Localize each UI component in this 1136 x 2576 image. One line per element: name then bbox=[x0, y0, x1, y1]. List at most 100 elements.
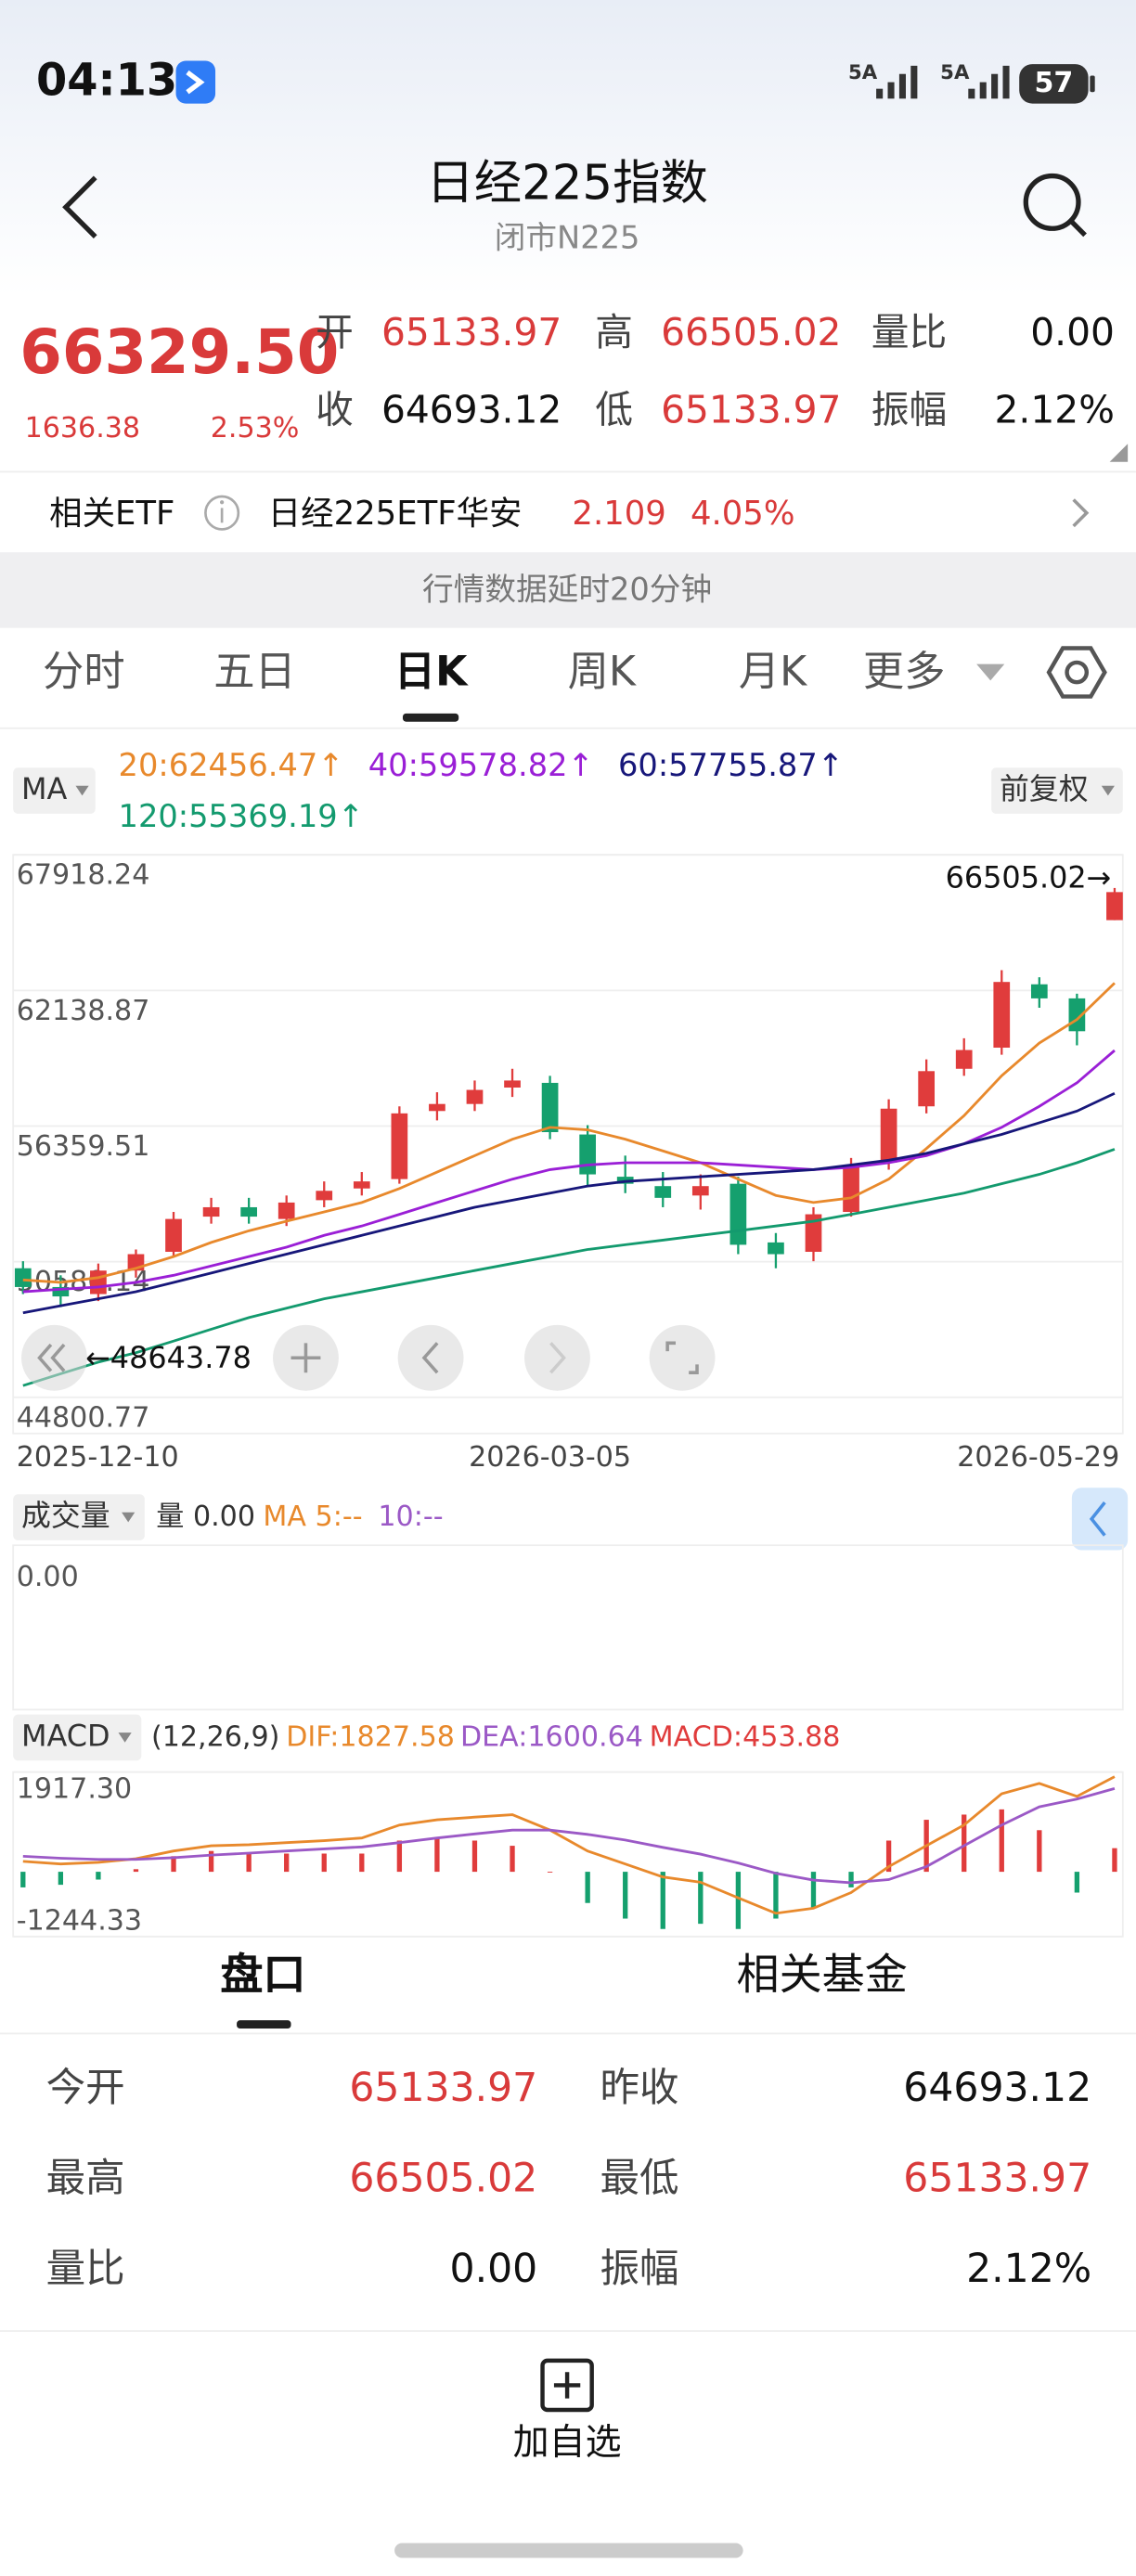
info-icon[interactable] bbox=[204, 495, 240, 531]
volume-legend: 10:-- bbox=[378, 1501, 444, 1534]
volume-selector[interactable] bbox=[13, 1494, 145, 1540]
etf-name[interactable]: 日经225ETF华安 bbox=[267, 493, 523, 533]
y-tick-label: 62138.87 bbox=[17, 995, 150, 1027]
corner-marker bbox=[1109, 444, 1129, 462]
macd-bar bbox=[962, 1814, 967, 1873]
candle-body bbox=[202, 1206, 220, 1217]
candle-body bbox=[729, 1183, 747, 1245]
macd-bar bbox=[321, 1853, 327, 1873]
macd-bar bbox=[133, 1869, 139, 1873]
settings-button[interactable] bbox=[1046, 646, 1107, 699]
notice-band bbox=[0, 552, 1136, 628]
x-tick-label: 2026-03-05 bbox=[469, 1441, 631, 1474]
macd-bar bbox=[20, 1872, 26, 1887]
period-tab[interactable]: 日K bbox=[394, 647, 468, 696]
section-tab[interactable]: 盘口 bbox=[220, 1951, 306, 2002]
macd-bar bbox=[999, 1809, 1004, 1873]
period-tab[interactable]: 更多 bbox=[862, 647, 946, 696]
macd-line bbox=[22, 1787, 1116, 1885]
period-tab[interactable]: 月K bbox=[738, 647, 807, 696]
macd-selector[interactable] bbox=[13, 1714, 142, 1761]
macd-bar bbox=[246, 1853, 252, 1873]
chart-toolbar bbox=[21, 1324, 716, 1391]
side-tab[interactable] bbox=[1071, 1488, 1129, 1551]
candle-body bbox=[805, 1214, 822, 1253]
period-tab[interactable]: 周K bbox=[567, 647, 636, 696]
adjust-arrow bbox=[1101, 785, 1115, 796]
last-price: 66329.50 bbox=[19, 316, 340, 388]
macd-bar bbox=[885, 1840, 892, 1873]
macd-bar bbox=[848, 1872, 854, 1887]
period-tab[interactable]: 五日 bbox=[213, 647, 296, 696]
ma-selector-label[interactable]: MA bbox=[21, 772, 68, 808]
clock: 04:13 bbox=[35, 55, 178, 107]
candle-body bbox=[541, 1082, 559, 1133]
page-title: 日经225指数 bbox=[426, 153, 708, 211]
tab-underline bbox=[402, 713, 459, 722]
quote-label: 低 bbox=[595, 390, 633, 433]
candle-body bbox=[240, 1206, 257, 1217]
candle-body bbox=[391, 1113, 408, 1179]
candle-body bbox=[90, 1270, 107, 1294]
quote-value: 64693.12 bbox=[381, 390, 562, 433]
period-tab[interactable]: 分时 bbox=[43, 647, 125, 696]
ma-legend: 40:59578.82↑ bbox=[368, 747, 594, 784]
prev-button[interactable] bbox=[397, 1324, 464, 1391]
add-watch-icon[interactable] bbox=[540, 2358, 594, 2413]
x-tick-label: 2026-05-29 bbox=[957, 1441, 1119, 1474]
back-button[interactable] bbox=[62, 175, 97, 238]
macd-bar bbox=[96, 1872, 101, 1880]
home-indicator bbox=[394, 2543, 743, 2558]
price-change-pct: 2.53% bbox=[210, 412, 300, 445]
macd-legend: DEA:1600.64 bbox=[459, 1720, 643, 1754]
ma-line bbox=[22, 982, 1116, 1284]
adjust-selector[interactable] bbox=[991, 767, 1123, 814]
ma-selector[interactable] bbox=[13, 767, 96, 814]
macd-bar bbox=[547, 1872, 553, 1873]
next-button[interactable] bbox=[524, 1324, 590, 1391]
section-tab[interactable]: 相关基金 bbox=[736, 1951, 908, 2002]
add-watch-label[interactable]: 加自选 bbox=[512, 2422, 622, 2465]
ma-line bbox=[22, 1148, 1116, 1387]
signal-label: 5A bbox=[847, 60, 878, 84]
quote-value: 65133.97 bbox=[661, 390, 842, 433]
macd-bar bbox=[1037, 1830, 1042, 1873]
macd-arrow bbox=[118, 1732, 132, 1743]
macd-bar bbox=[735, 1872, 742, 1929]
page-subtitle: 闭市N225 bbox=[494, 219, 640, 256]
candle-body bbox=[14, 1268, 32, 1287]
quote-label: 量比 bbox=[871, 312, 948, 355]
ma-legend: 120:55369.19↑ bbox=[118, 798, 364, 835]
max-annotation: 66505.02→ bbox=[946, 860, 1112, 895]
macd-bar bbox=[1074, 1872, 1080, 1893]
candle-body bbox=[429, 1103, 445, 1112]
quote-label: 振幅 bbox=[871, 390, 948, 433]
side-tab-chevron bbox=[1089, 1501, 1106, 1537]
candle-body bbox=[918, 1071, 936, 1107]
macd-bar bbox=[510, 1846, 515, 1873]
candle-body bbox=[843, 1165, 859, 1213]
fullscreen-button[interactable] bbox=[649, 1324, 716, 1391]
macd-selector-label[interactable]: MACD bbox=[21, 1719, 110, 1755]
table-label: 今开 bbox=[45, 2064, 125, 2110]
y-tick-label: 44800.77 bbox=[17, 1401, 150, 1434]
quote-value: 65133.97 bbox=[381, 312, 562, 355]
candle-body bbox=[353, 1181, 370, 1189]
adjust-label[interactable]: 前复权 bbox=[999, 772, 1089, 808]
candle-body bbox=[1106, 892, 1123, 921]
battery-nub bbox=[1090, 75, 1095, 93]
etf-chevron[interactable] bbox=[1072, 498, 1090, 528]
delay-notice: 行情数据延时20分钟 bbox=[422, 571, 713, 608]
table-label: 昨收 bbox=[600, 2064, 679, 2110]
quote-label: 开 bbox=[316, 312, 354, 355]
candle-body bbox=[880, 1108, 897, 1163]
signal-icons bbox=[876, 65, 1010, 99]
more-arrow[interactable] bbox=[976, 663, 1005, 681]
table-label: 最低 bbox=[600, 2154, 679, 2201]
search-button[interactable] bbox=[1023, 173, 1087, 238]
volume-selector-label[interactable]: 成交量 bbox=[21, 1499, 110, 1535]
macd-bar bbox=[810, 1872, 817, 1909]
candle-body bbox=[955, 1050, 973, 1069]
ma-legend: 20:62456.47↑ bbox=[118, 747, 344, 784]
